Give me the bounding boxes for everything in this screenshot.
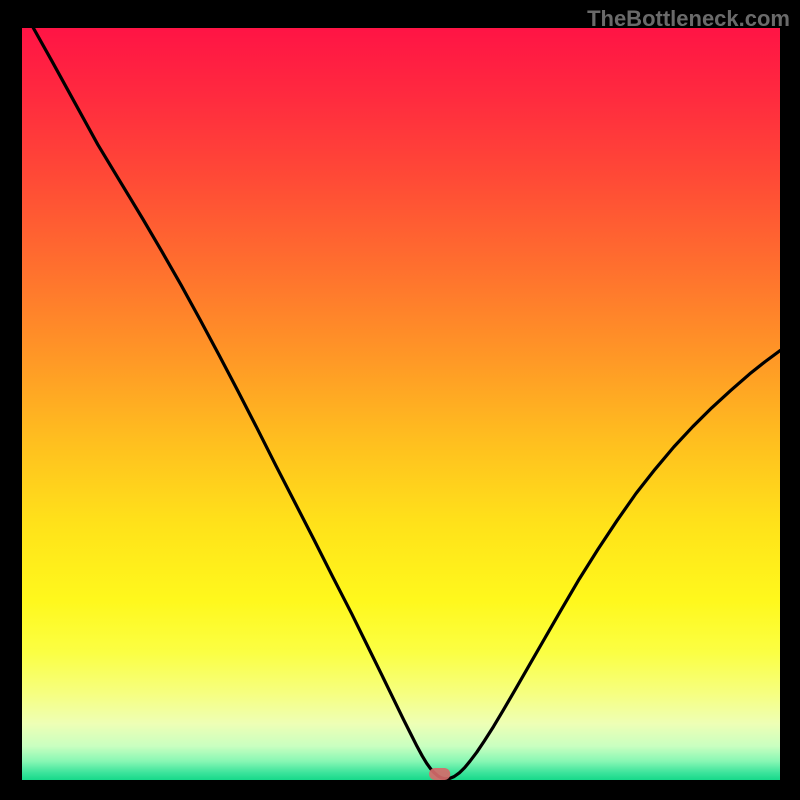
gradient-background	[22, 28, 780, 780]
plot-area	[22, 28, 780, 780]
plot-svg	[22, 28, 780, 780]
watermark-text: TheBottleneck.com	[587, 6, 790, 32]
optimal-marker	[429, 768, 450, 780]
chart-container: TheBottleneck.com	[0, 0, 800, 800]
